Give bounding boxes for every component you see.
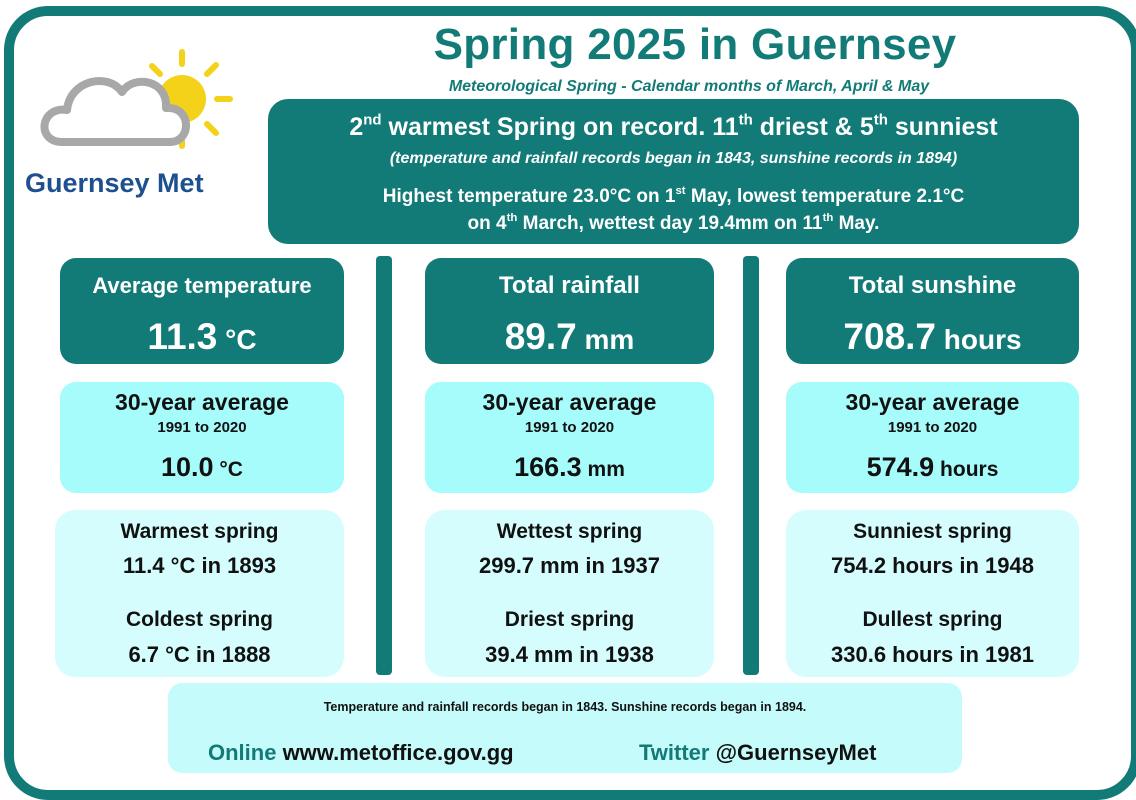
record-label: Sunniest spring bbox=[853, 520, 1012, 543]
average-period: 1991 to 2020 bbox=[157, 419, 247, 436]
record-value: 39.4 mm in 1938 bbox=[485, 642, 654, 667]
record-label: Warmest spring bbox=[120, 520, 279, 543]
temperature-label: Average temperature bbox=[92, 273, 312, 298]
footer-note: Temperature and rainfall records began i… bbox=[323, 700, 807, 714]
record-label: Driest spring bbox=[504, 608, 635, 631]
average-label: 30-year average bbox=[115, 389, 289, 415]
guernsey-met-logo bbox=[40, 49, 233, 149]
average-label: 30-year average bbox=[845, 389, 1020, 415]
average-value: 10.0 °C bbox=[161, 452, 243, 482]
footer-panel: Temperature and rainfall records began i… bbox=[168, 683, 962, 773]
record-label: Coldest spring bbox=[125, 608, 273, 631]
record-value: 6.7 °C in 1888 bbox=[128, 642, 271, 667]
average-value: 574.9 hours bbox=[866, 452, 999, 482]
temperature-average-card: 30-year average 1991 to 2020 10.0 °C bbox=[60, 382, 344, 493]
record-value: 330.6 hours in 1981 bbox=[831, 642, 1034, 667]
summary-note: (temperature and rainfall records began … bbox=[389, 150, 958, 167]
temperature-card: Average temperature 11.3 °C bbox=[60, 258, 344, 364]
summary-headline: 2nd warmest Spring on record. 11th dries… bbox=[349, 111, 998, 142]
website-link[interactable]: Online www.metoffice.gov.gg bbox=[208, 740, 514, 765]
summary-panel: 2nd warmest Spring on record. 11th dries… bbox=[268, 99, 1079, 244]
rainfall-average-card: 30-year average 1991 to 2020 166.3 mm bbox=[425, 382, 714, 493]
average-period: 1991 to 2020 bbox=[887, 419, 978, 436]
summary-extremes-line1: Highest temperature 23.0°C on 1st May, l… bbox=[382, 185, 965, 207]
average-value: 166.3 mm bbox=[514, 452, 625, 482]
temperature-records-card: Warmest spring 11.4 °C in 1893 Coldest s… bbox=[55, 510, 344, 677]
temperature-value: 11.3 °C bbox=[147, 316, 257, 357]
poster-frame bbox=[4, 6, 1136, 800]
rainfall-value: 89.7 mm bbox=[504, 316, 635, 357]
record-value: 11.4 °C in 1893 bbox=[122, 553, 277, 578]
average-period: 1991 to 2020 bbox=[524, 419, 615, 436]
sunshine-average-card: 30-year average 1991 to 2020 574.9 hours bbox=[786, 382, 1079, 493]
record-value: 299.7 mm in 1937 bbox=[478, 553, 660, 578]
average-label: 30-year average bbox=[482, 389, 657, 415]
page-subtitle: Meteorological Spring - Calendar months … bbox=[448, 78, 930, 95]
record-label: Wettest spring bbox=[496, 520, 643, 543]
page-title: Spring 2025 in Guernsey bbox=[433, 20, 957, 69]
rainfall-label: Total rainfall bbox=[499, 272, 640, 299]
sunshine-label: Total sunshine bbox=[848, 272, 1017, 299]
sunshine-records-card: Sunniest spring 754.2 hours in 1948 Dull… bbox=[786, 510, 1079, 677]
rainfall-card: Total rainfall 89.7 mm bbox=[425, 258, 714, 364]
record-label: Dullest spring bbox=[862, 608, 1003, 631]
sunshine-value: 708.7 hours bbox=[843, 316, 1022, 357]
brand-name: Guernsey Met bbox=[25, 168, 204, 198]
rainfall-records-card: Wettest spring 299.7 mm in 1937 Driest s… bbox=[425, 510, 714, 677]
column-divider bbox=[743, 256, 759, 675]
cloud-icon bbox=[40, 77, 190, 146]
record-value: 754.2 hours in 1948 bbox=[831, 553, 1034, 578]
twitter-link[interactable]: Twitter @GuernseyMet bbox=[639, 740, 877, 765]
column-divider bbox=[376, 256, 392, 675]
sunshine-card: Total sunshine 708.7 hours bbox=[786, 258, 1079, 364]
summary-extremes-line2: on 4th March, wettest day 19.4mm on 11th… bbox=[467, 212, 880, 234]
